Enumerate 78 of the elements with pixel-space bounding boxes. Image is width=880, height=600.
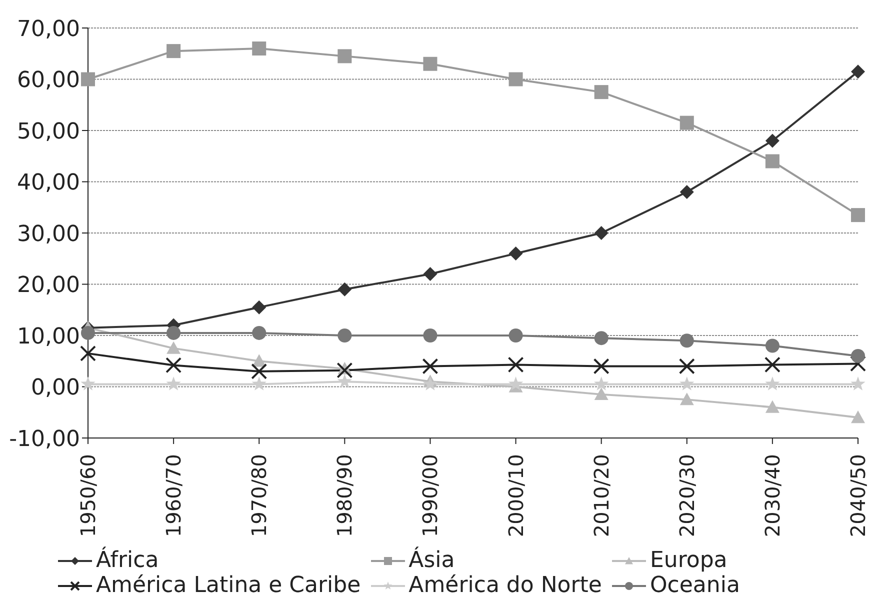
- point: [680, 376, 694, 390]
- y-tick-label: 70,00: [17, 16, 80, 42]
- point: [765, 154, 780, 168]
- point: [423, 267, 438, 281]
- point: [508, 356, 524, 373]
- point: [851, 64, 865, 79]
- point: [166, 376, 181, 390]
- point: [80, 376, 96, 390]
- y-tick-label: 20,00: [17, 273, 80, 298]
- point: [851, 208, 865, 222]
- legend-label: América Latina e Caribe: [96, 573, 361, 598]
- point: [594, 85, 608, 100]
- legend-label: América do Norte: [408, 573, 602, 598]
- point: [765, 338, 780, 353]
- point: [594, 226, 608, 240]
- point: [166, 44, 181, 58]
- x-tick-label: 2000/10: [504, 454, 528, 538]
- y-tick-label: -10,00: [9, 426, 80, 452]
- y-tick-label: 40,00: [17, 170, 80, 196]
- point: [252, 300, 266, 314]
- point: [680, 334, 694, 348]
- y-tick-label: 0,00: [31, 376, 80, 401]
- point: [508, 72, 523, 86]
- y-tick-label: 50,00: [17, 119, 80, 144]
- point: [166, 341, 181, 354]
- point: [338, 328, 352, 342]
- point: [251, 363, 268, 380]
- point: [422, 358, 438, 374]
- x-tick-label: 2040/50: [846, 454, 870, 538]
- point: [850, 356, 866, 372]
- x-tick-label: 1960/70: [162, 454, 186, 538]
- point: [338, 282, 352, 296]
- point: [678, 358, 695, 374]
- point: [508, 328, 523, 342]
- point: [166, 357, 182, 374]
- point: [423, 56, 438, 71]
- x-tick-label: 2020/30: [674, 454, 699, 538]
- x-tick-label: 1990/00: [418, 454, 442, 538]
- point: [252, 42, 266, 56]
- point: [166, 326, 181, 340]
- point: [81, 72, 95, 86]
- point: [252, 376, 266, 390]
- point: [851, 349, 865, 363]
- point: [850, 376, 866, 390]
- x-tick-label: 1980/90: [332, 454, 357, 538]
- point: [680, 392, 694, 406]
- point: [680, 185, 694, 199]
- point: [508, 376, 524, 390]
- point: [765, 400, 780, 413]
- point: [851, 410, 865, 424]
- point: [594, 376, 609, 390]
- point: [81, 326, 95, 340]
- point: [338, 49, 352, 64]
- legend-label: África: [96, 548, 159, 573]
- point: [508, 246, 523, 260]
- point: [337, 374, 352, 388]
- point: [594, 331, 608, 346]
- point: [422, 376, 438, 390]
- point: [680, 116, 694, 130]
- point: [336, 362, 353, 378]
- y-tick-label: 60,00: [17, 68, 80, 94]
- legend-label: Oceania: [650, 573, 740, 598]
- point: [80, 345, 96, 362]
- point: [765, 376, 780, 390]
- point: [765, 134, 780, 148]
- point: [252, 326, 266, 340]
- point: [764, 356, 780, 373]
- x-tick-label: 2030/40: [760, 454, 784, 538]
- x-tick-label: 1970/80: [247, 454, 272, 538]
- x-tick-label: 2010/20: [589, 454, 614, 538]
- legend-label: Ásia: [408, 548, 455, 573]
- y-tick-label: 10,00: [17, 324, 80, 350]
- point: [423, 328, 438, 342]
- point: [593, 358, 610, 374]
- y-tick-label: 30,00: [17, 222, 80, 247]
- x-tick-label: 1950/60: [76, 454, 100, 538]
- point: [594, 387, 608, 400]
- legend-label: Europa: [650, 548, 728, 573]
